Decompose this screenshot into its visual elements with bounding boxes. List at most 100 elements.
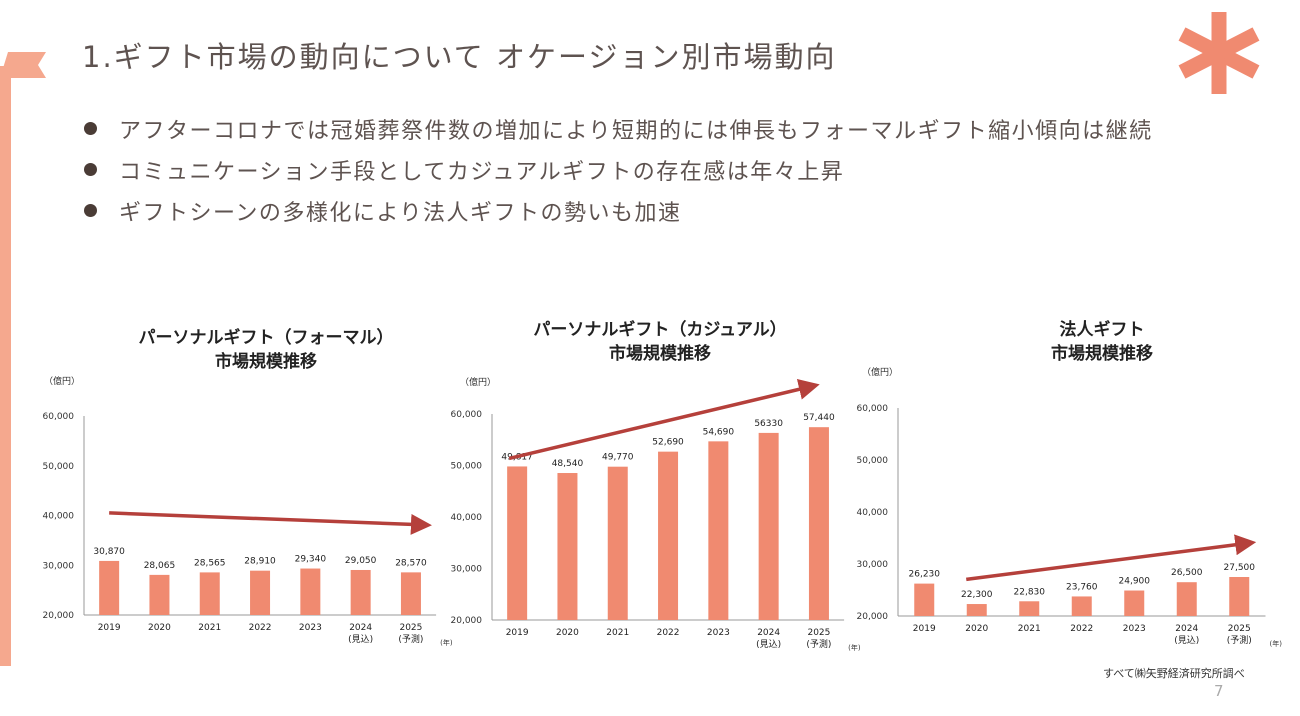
bullet-text: コミュニケーション手段としてカジュアルギフトの存在感は年々上昇 <box>119 159 845 185</box>
data-label: 27,500 <box>1224 563 1256 573</box>
bar <box>1229 577 1250 616</box>
data-label: 48,540 <box>552 459 584 469</box>
y-tick-label: 30,000 <box>43 561 75 571</box>
x-tick-sublabel: (見込) <box>348 634 373 645</box>
x-tick-label: 2025 <box>1228 624 1251 634</box>
chart-title-line1: 法人ギフト <box>1059 320 1145 340</box>
bar <box>1071 596 1092 616</box>
bullet-dot-icon <box>84 163 97 176</box>
x-tick-label: 2024 <box>1175 624 1198 634</box>
bar <box>250 570 271 615</box>
x-tick-label: 2025 <box>399 623 422 633</box>
trend-arrow <box>109 511 432 535</box>
x-tick-label: 2020 <box>965 624 988 634</box>
y-tick-label: 30,000 <box>857 560 889 570</box>
x-tick-sublabel: (見込) <box>756 639 781 650</box>
data-label: 30,870 <box>93 547 125 557</box>
data-label: 54,690 <box>703 427 735 437</box>
bar <box>658 451 679 620</box>
y-tick-label: 40,000 <box>451 513 483 523</box>
bar <box>557 473 578 620</box>
left-accent-bar <box>0 66 11 666</box>
x-tick-label: 2024 <box>757 628 780 638</box>
data-label: 22,830 <box>1014 587 1046 597</box>
y-tick-label: 60,000 <box>451 410 483 420</box>
page-number: 7 <box>1214 682 1224 700</box>
data-label: 57,440 <box>803 413 835 423</box>
bullet-dot-icon <box>84 204 97 217</box>
x-tick-label: 2022 <box>1070 624 1093 634</box>
bar <box>708 441 729 620</box>
bar <box>99 560 120 615</box>
bar <box>1124 590 1145 616</box>
bar <box>1019 601 1040 616</box>
data-label: 26,500 <box>1171 568 1203 578</box>
y-tick-label: 60,000 <box>857 404 889 414</box>
bar <box>966 604 987 616</box>
chart-title-line2: 市場規模推移 <box>215 352 317 372</box>
data-label: 28,570 <box>395 558 427 568</box>
year-unit-label: (年) <box>848 643 861 652</box>
chart-title-corporate: 法人ギフト 市場規模推移 <box>932 318 1272 366</box>
bar <box>808 427 829 620</box>
data-label: 22,300 <box>961 590 993 600</box>
bullet-dot-icon <box>84 122 97 135</box>
data-label: 29,050 <box>345 556 377 566</box>
x-tick-sublabel: (予測) <box>1227 634 1252 646</box>
unit-label: （億円） <box>460 376 496 388</box>
y-tick-label: 40,000 <box>857 508 889 518</box>
y-tick-label: 50,000 <box>451 462 483 472</box>
source-note: すべて㈱矢野経済研究所調べ <box>1103 667 1245 680</box>
y-tick-label: 40,000 <box>43 512 75 522</box>
bar <box>149 574 170 615</box>
bullet-item: ギフトシーンの多様化により法人ギフトの勢いも加速 <box>84 190 1153 231</box>
chart-title-line1: パーソナルギフト（フォーマル） <box>138 328 394 348</box>
y-tick-label: 50,000 <box>857 456 889 466</box>
x-tick-label: 2020 <box>556 628 579 638</box>
bar <box>914 583 935 616</box>
chart-title-casual: パーソナルギフト（カジュアル） 市場規模推移 <box>490 318 830 366</box>
bar <box>300 568 321 615</box>
x-tick-sublabel: (見込) <box>1174 635 1199 646</box>
x-tick-label: 2021 <box>198 623 221 633</box>
x-tick-sublabel: (予測) <box>806 638 831 650</box>
bullet-item: アフターコロナでは冠婚葬祭件数の増加により短期的には伸長もフォーマルギフト縮小傾… <box>84 108 1153 149</box>
x-tick-sublabel: (予測) <box>398 633 423 645</box>
bar <box>607 466 628 620</box>
bullet-list: アフターコロナでは冠婚葬祭件数の増加により短期的には伸長もフォーマルギフト縮小傾… <box>84 108 1153 231</box>
bar <box>199 572 220 615</box>
x-tick-label: 2019 <box>913 624 936 634</box>
data-label: 23,760 <box>1066 582 1098 592</box>
y-tick-label: 50,000 <box>43 462 75 472</box>
bullet-text: アフターコロナでは冠婚葬祭件数の増加により短期的には伸長もフォーマルギフト縮小傾… <box>119 118 1153 144</box>
chart-title-line2: 市場規模推移 <box>609 344 711 364</box>
data-label: 56330 <box>754 419 783 429</box>
data-label: 28,910 <box>244 557 276 567</box>
x-tick-label: 2023 <box>299 623 322 633</box>
x-tick-label: 2019 <box>506 628 529 638</box>
x-tick-label: 2019 <box>98 623 121 633</box>
x-tick-label: 2023 <box>1123 624 1146 634</box>
data-label: 52,690 <box>652 438 684 448</box>
trend-arrow <box>966 534 1257 582</box>
chart-title-line1: パーソナルギフト（カジュアル） <box>533 320 787 340</box>
bar <box>1176 582 1197 616</box>
bar <box>507 466 528 620</box>
data-label: 49,770 <box>602 453 634 463</box>
chart-title-formal: パーソナルギフト（フォーマル） 市場規模推移 <box>96 326 436 374</box>
ribbon-icon <box>0 52 46 78</box>
bar <box>350 569 371 615</box>
bar <box>758 432 779 620</box>
unit-label: （億円） <box>44 375 80 387</box>
x-tick-label: 2022 <box>249 623 272 633</box>
x-tick-label: 2020 <box>148 623 171 633</box>
x-tick-label: 2024 <box>349 623 372 633</box>
y-tick-label: 60,000 <box>43 412 75 422</box>
data-label: 24,900 <box>1119 577 1151 587</box>
data-label: 26,230 <box>909 570 941 580</box>
bullet-text: ギフトシーンの多様化により法人ギフトの勢いも加速 <box>119 200 682 226</box>
data-label: 28,565 <box>194 558 226 568</box>
y-tick-label: 20,000 <box>43 611 75 621</box>
y-tick-label: 20,000 <box>857 612 889 622</box>
